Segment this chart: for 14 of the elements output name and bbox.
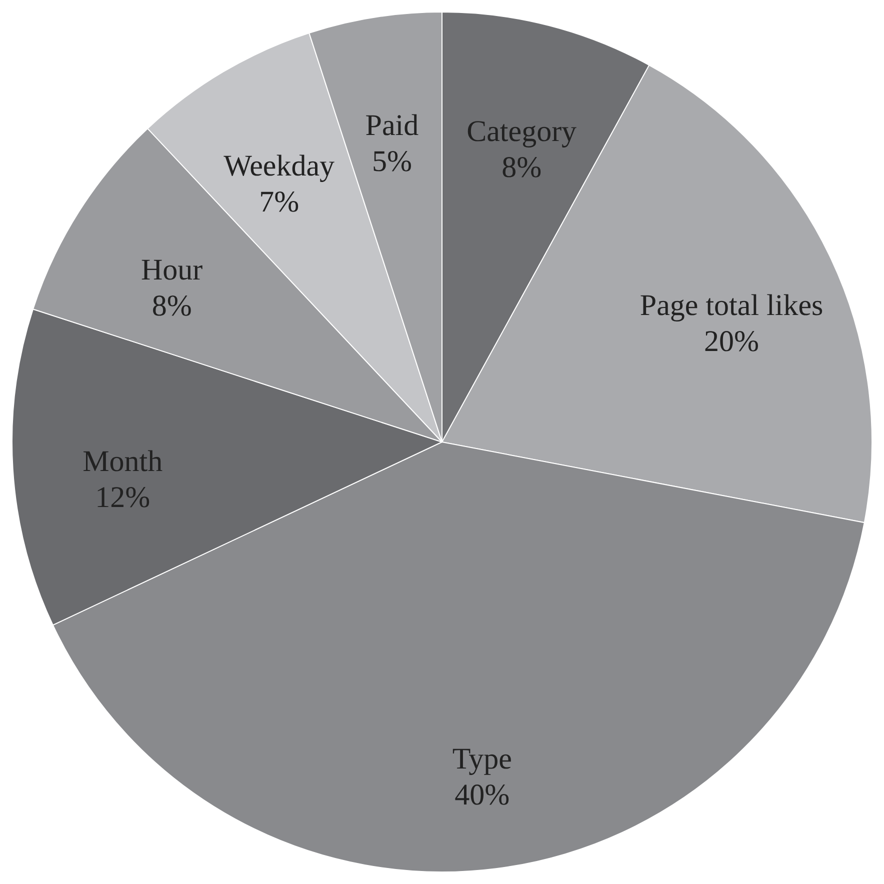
data-label: 7% <box>259 186 300 219</box>
data-label: 8% <box>502 151 542 184</box>
data-label: 12% <box>95 481 150 514</box>
slice-label: Paid <box>365 108 419 142</box>
slice-label: Hour <box>140 254 203 287</box>
slice-label: Category <box>466 115 577 148</box>
slice-label: Weekday <box>224 150 335 183</box>
slice-label: Type <box>452 742 512 776</box>
slice-label: Month <box>82 445 163 478</box>
data-label: 5% <box>372 144 412 178</box>
data-label: 40% <box>454 778 510 812</box>
slice-label: Page total likes <box>640 288 824 322</box>
data-label: 20% <box>704 324 760 358</box>
data-label: 8% <box>152 290 192 323</box>
